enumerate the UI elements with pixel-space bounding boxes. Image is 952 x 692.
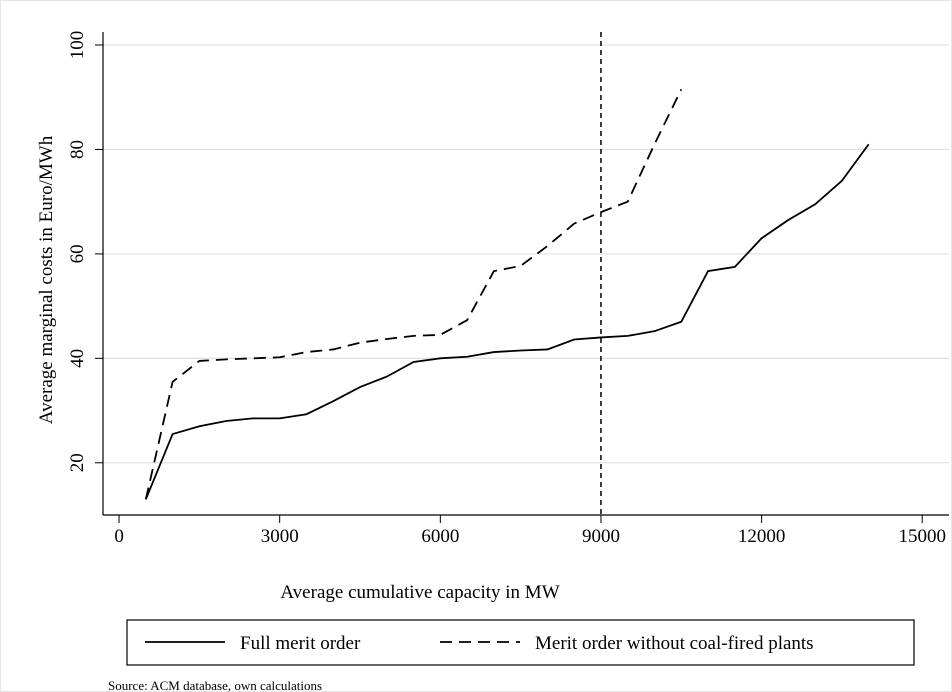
x-tick-label: 0 [114,526,124,547]
y-tick-label: 40 [67,349,88,368]
y-tick-label: 80 [67,140,88,159]
legend-label: Merit order without coal-fired plants [535,633,814,654]
y-tick-label: 20 [67,453,88,472]
legend-box [126,619,915,666]
data-line [144,88,683,500]
legend-label: Full merit order [240,633,361,654]
x-tick-label: 12000 [738,526,786,547]
source-note: Source: ACM database, own calculations [108,678,322,692]
y-axis-title: Average marginal costs in Euro/MWh [36,135,57,424]
x-axis-title: Average cumulative capacity in MW [280,582,559,603]
y-tick-label: 60 [67,244,88,263]
x-tick-label: 9000 [582,526,620,547]
x-tick-label: 3000 [261,526,299,547]
data-line [145,143,870,500]
y-tick-label: 100 [67,31,88,60]
x-tick-label: 15000 [898,526,946,547]
x-tick-label: 6000 [421,526,459,547]
